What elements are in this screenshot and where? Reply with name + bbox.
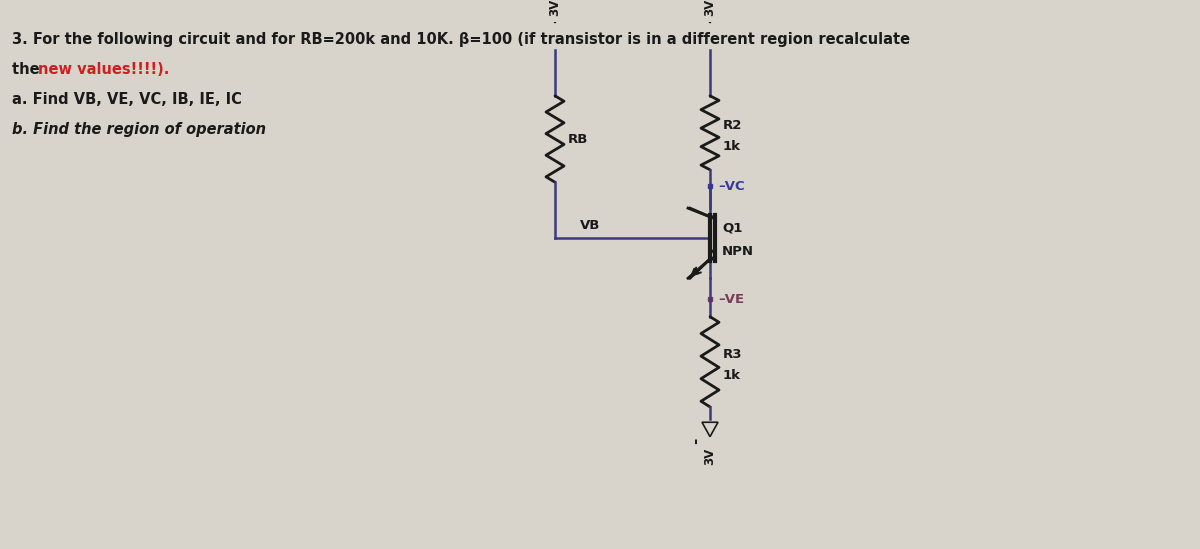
Text: –VE: –VE	[718, 293, 744, 306]
Text: new values!!!!).: new values!!!!).	[38, 62, 169, 77]
Text: NPN: NPN	[722, 245, 754, 258]
Text: b. Find the region of operation: b. Find the region of operation	[12, 122, 266, 137]
Text: 1k: 1k	[722, 139, 742, 153]
Text: R3: R3	[722, 348, 743, 361]
Text: 3V: 3V	[703, 448, 716, 466]
Text: -: -	[689, 438, 703, 444]
Text: 3V: 3V	[548, 0, 562, 16]
Text: Q1: Q1	[722, 222, 743, 235]
Text: 3. For the following circuit and for RB=200k and 10K. β=100 (if transistor is in: 3. For the following circuit and for RB=…	[12, 32, 910, 47]
Text: 3V: 3V	[703, 0, 716, 16]
Bar	[708, 184, 712, 188]
Text: a. Find VB, VE, VC, IB, IE, IC: a. Find VB, VE, VC, IB, IE, IC	[12, 92, 242, 107]
Text: RB: RB	[568, 132, 588, 145]
Text: –VC: –VC	[718, 180, 745, 193]
Bar	[708, 298, 712, 301]
Text: VB: VB	[580, 219, 600, 232]
Text: the: the	[12, 62, 44, 77]
Text: R2: R2	[722, 119, 743, 132]
Text: 1k: 1k	[722, 369, 742, 382]
